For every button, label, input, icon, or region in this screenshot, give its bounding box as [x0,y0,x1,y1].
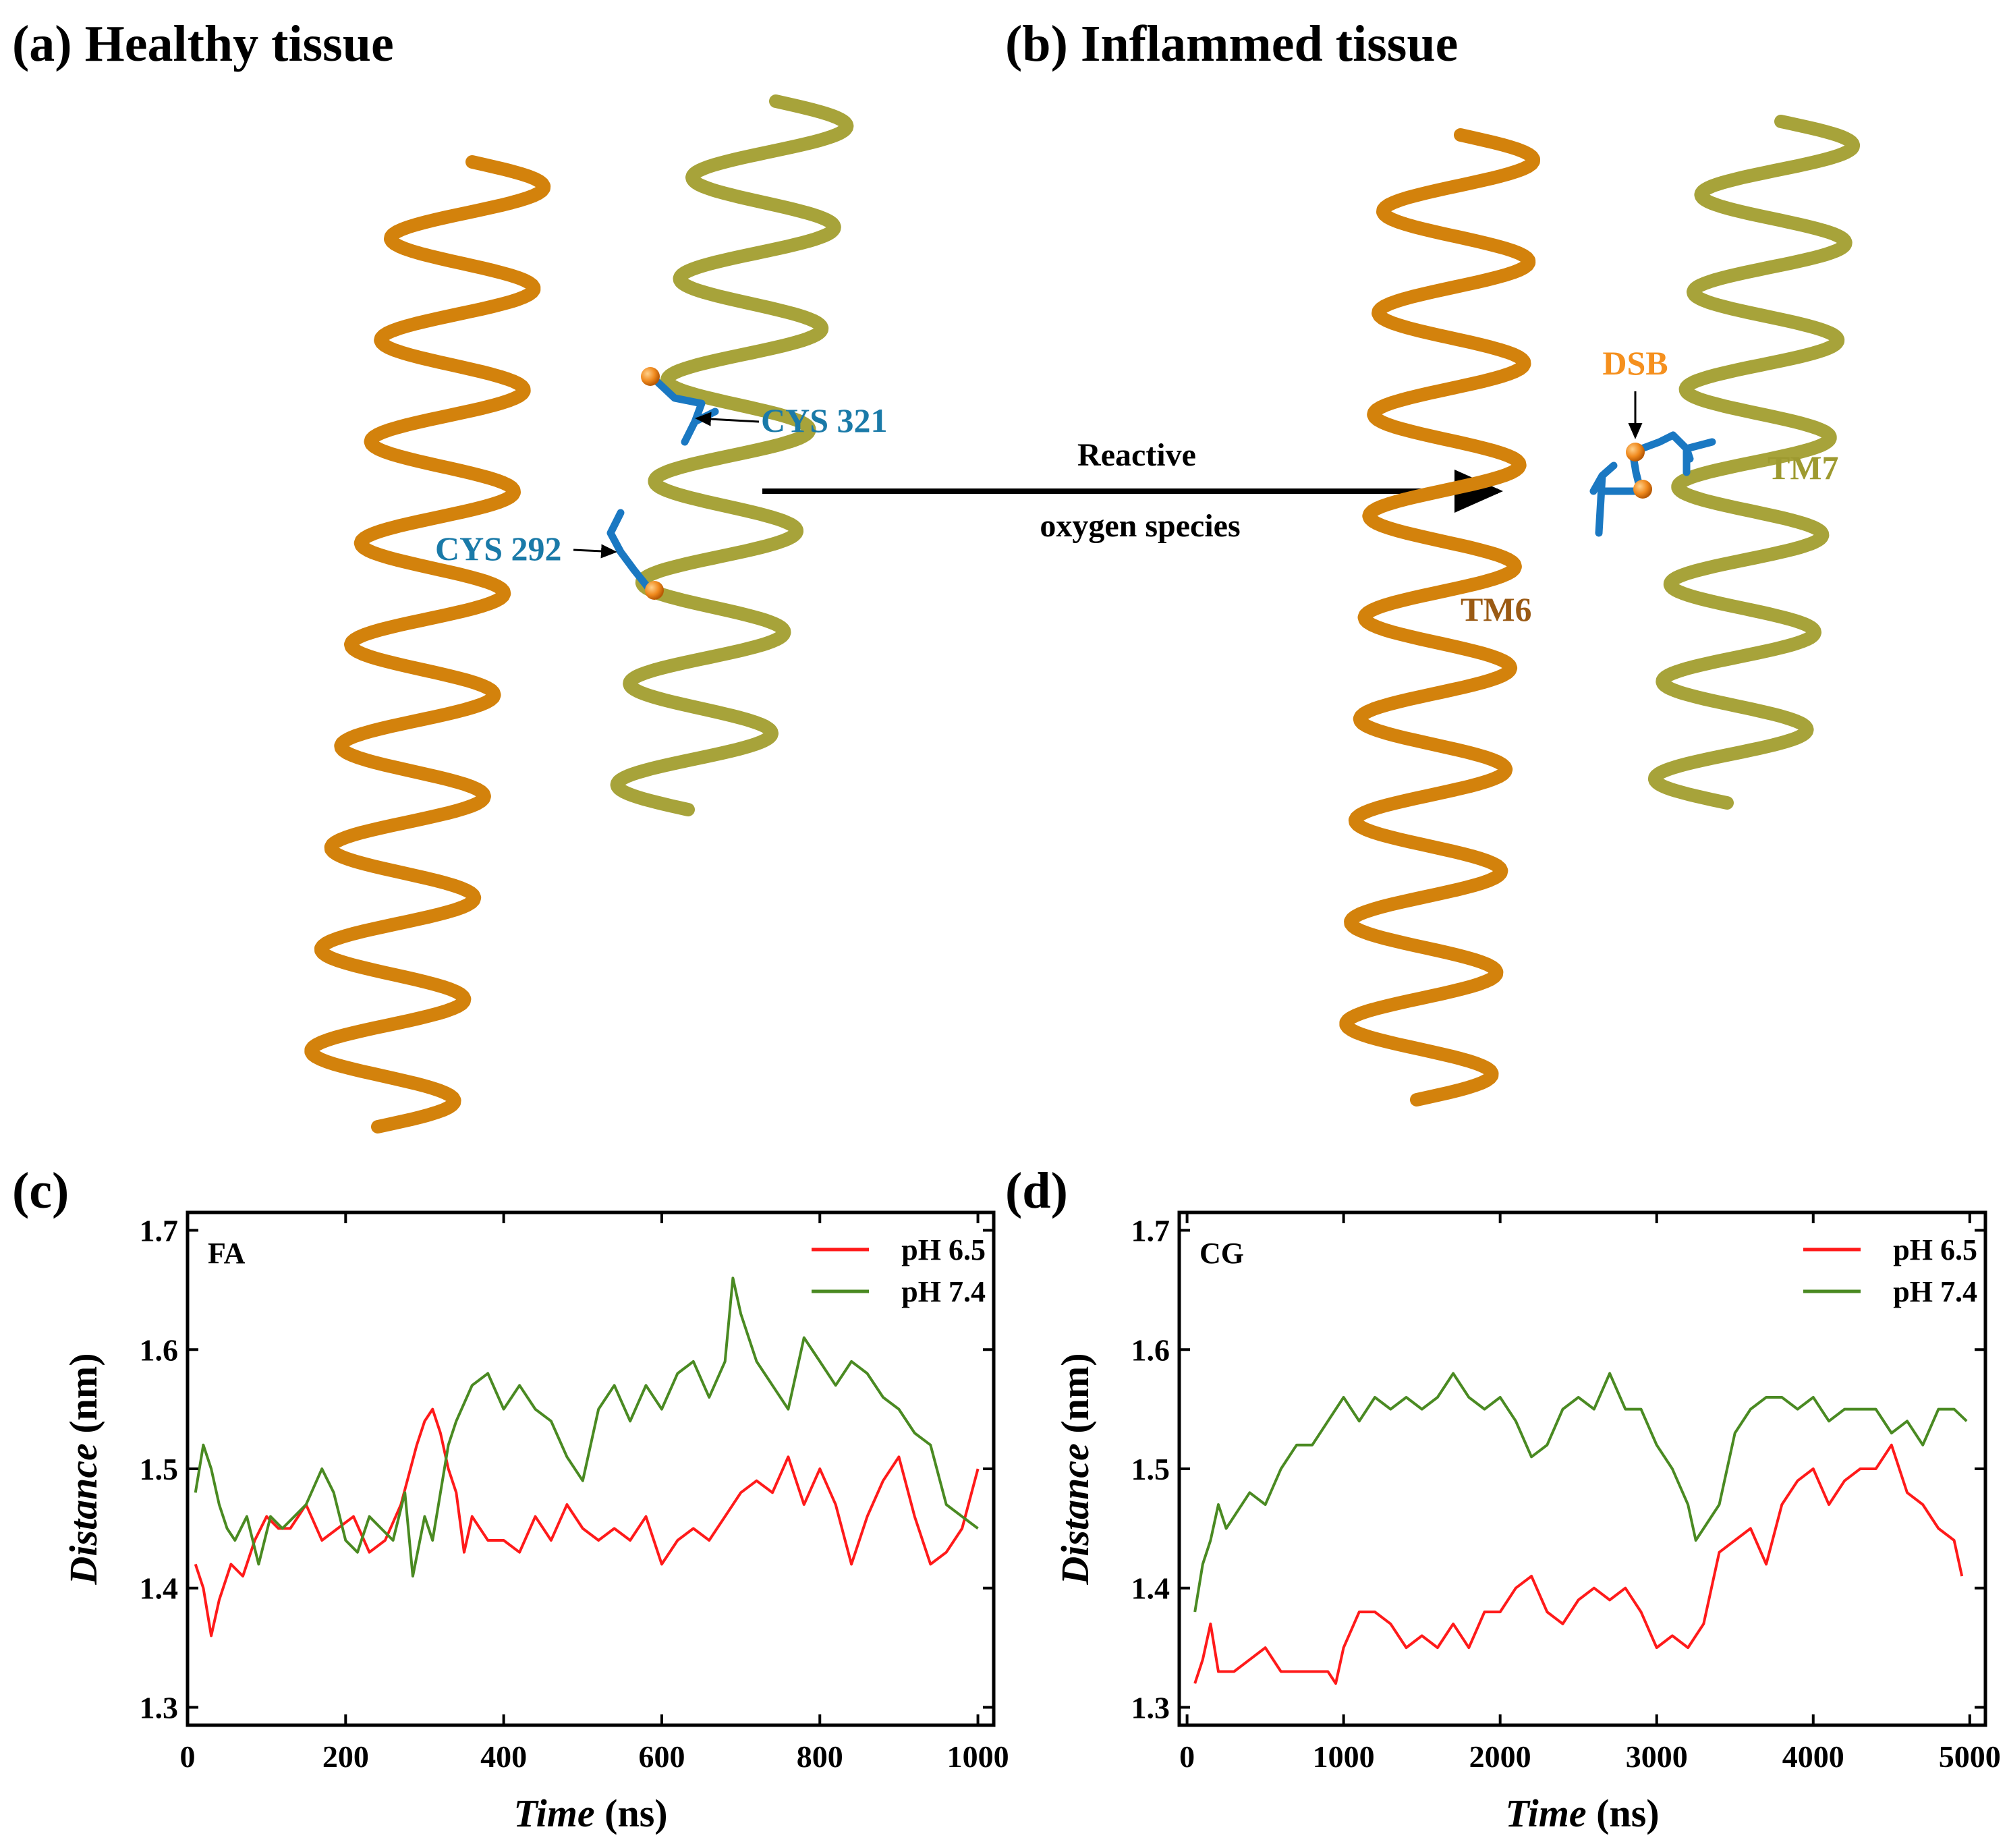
tm6-helix-a [304,155,551,1133]
chart-inset-title: CG [1199,1237,1244,1270]
x-axis-label-unit: (ns) [1587,1791,1660,1835]
y-axis-label-unit: (nm) [61,1353,105,1443]
x-tick-label: 3000 [1626,1739,1688,1774]
cys292-sulfur [645,581,664,600]
chart-inset-title: FA [208,1237,246,1270]
y-axis-label: Distance (nm) [61,1353,105,1585]
x-tick-label: 600 [638,1739,685,1774]
tm6-helix-b [1339,128,1540,1107]
ros-label-line2: oxygen species [1040,508,1240,544]
x-axis-label-unit: (ns) [595,1791,668,1835]
cys292-pointer [573,544,617,559]
cys321-pointer [695,412,760,426]
legend-label: pH 7.4 [901,1275,986,1308]
dsb-label: DSB [1602,344,1668,382]
x-axis-label: Time (ns) [513,1791,667,1835]
x-axis-label-var: Time [1505,1791,1586,1835]
chart-d: 0 1000 2000 3000 4000 5000 1.3 1.4 1.5 1.6 1.7 Time… [1053,1210,2001,1835]
y-tick-label: 1.4 [1131,1571,1170,1606]
tm7-label: TM7 [1768,449,1839,486]
x-tick-label: 200 [322,1739,369,1774]
x-tick-label: 5000 [1939,1739,2001,1774]
cys292-label: CYS 292 [435,530,562,567]
tm7-helix-b [1647,115,1861,810]
x-tick-label: 4000 [1782,1739,1844,1774]
y-tick-label: 1.6 [1131,1333,1170,1367]
legend-label: pH 6.5 [901,1233,986,1266]
series-line-pH-6_5 [1193,1443,1964,1685]
series-line-pH-6_5 [194,1407,980,1637]
y-axis-label-var: Distance [61,1443,105,1585]
y-tick-label: 1.5 [140,1452,179,1486]
x-axis-label: Time (ns) [1505,1791,1659,1835]
panel-b-title: (b) Inflammed tissue [1005,16,1458,72]
y-tick-label: 1.3 [1131,1690,1170,1725]
dsb-sulfur-2 [1633,480,1652,499]
chart-c: 0 200 400 600 800 1000 1.3 1.4 1.5 1.6 1.7 Time (ns… [61,1210,1009,1835]
x-tick-label: 0 [1179,1739,1195,1774]
x-tick-label: 800 [797,1739,843,1774]
plot-frame [186,1210,996,1727]
x-axis-label-var: Time [513,1791,594,1835]
y-axis-label: Distance (nm) [1053,1353,1097,1585]
dsb-sulfur-1 [1626,443,1645,461]
cys321-sulfur [641,367,660,386]
panel-a-structure: CYS 321 CYS 292 [304,94,888,1133]
y-tick-label: 1.3 [140,1690,179,1725]
legend-label: pH 7.4 [1893,1275,1977,1308]
panel-c-letter: (c) [12,1163,69,1219]
y-tick-label: 1.7 [140,1214,179,1248]
legend-label: pH 6.5 [1893,1233,1977,1266]
y-axis-label-var: Distance [1053,1443,1097,1585]
y-axis-label-unit: (nm) [1053,1353,1097,1443]
series-line-pH-7_4 [1193,1372,1968,1613]
x-tick-label: 0 [180,1739,196,1774]
x-tick-label: 1000 [1313,1739,1375,1774]
panel-d-letter: (d) [1005,1163,1068,1219]
panel-a-title: (a) Healthy tissue [12,16,394,72]
tm7-helix-a [610,94,854,816]
cys321-label: CYS 321 [761,401,888,439]
tm6-label: TM6 [1461,590,1532,628]
series-line-pH-7_4 [194,1277,979,1578]
dsb-sidechains [1589,431,1716,537]
cys292-sidechain [606,509,652,591]
panel-b-structure: DSB TM7 TM6 [1339,115,1861,1107]
y-tick-label: 1.4 [140,1571,179,1606]
y-tick-label: 1.5 [1131,1452,1170,1486]
y-tick-label: 1.7 [1131,1214,1170,1248]
x-tick-label: 2000 [1469,1739,1531,1774]
y-tick-label: 1.6 [140,1333,179,1367]
x-tick-label: 400 [480,1739,527,1774]
ros-arrow: Reactive oxygen species [762,437,1503,544]
x-tick-label: 1000 [947,1739,1009,1774]
ros-label-line1: Reactive [1077,437,1196,473]
